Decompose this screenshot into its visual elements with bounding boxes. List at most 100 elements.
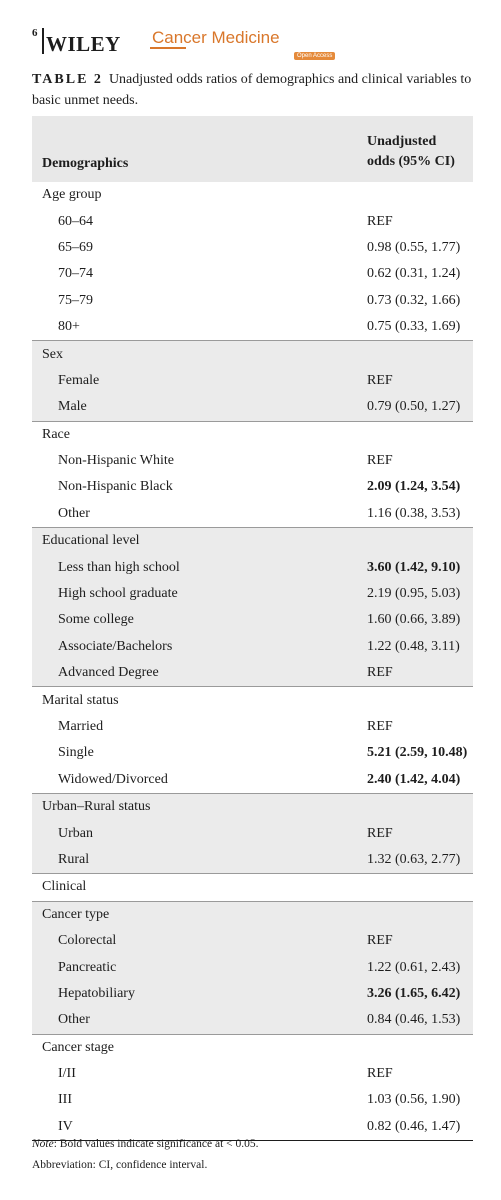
row-odds-value bbox=[367, 420, 473, 448]
table-row: Educational level bbox=[32, 527, 473, 555]
row-odds-value bbox=[367, 873, 473, 902]
row-odds-value: 0.98 (0.55, 1.77) bbox=[367, 239, 461, 255]
table-label: TABLE 2 bbox=[32, 72, 103, 87]
table-row: IV 0.82 (0.46, 1.47) bbox=[32, 1113, 473, 1142]
table-row: Other 0.84 (0.46, 1.53) bbox=[32, 1007, 473, 1034]
row-group-label: Clinical bbox=[32, 873, 367, 902]
column-header-demographics: Demographics bbox=[32, 116, 367, 182]
row-odds-value: REF bbox=[367, 719, 393, 734]
row-label: Colorectal bbox=[32, 927, 367, 955]
table-row: Race bbox=[32, 420, 473, 448]
row-odds-value: 1.22 (0.61, 2.43) bbox=[367, 954, 473, 981]
row-odds-value: 0.75 (0.33, 1.69) bbox=[367, 319, 461, 335]
row-label: 70–74 bbox=[58, 266, 93, 282]
row-odds-value bbox=[367, 1033, 473, 1061]
table-row: I/II REF bbox=[32, 1061, 473, 1087]
table-row: Hepatobiliary 3.26 (1.65, 6.42) bbox=[32, 980, 473, 1008]
table-row: Marital status bbox=[32, 686, 473, 714]
journal-logo-line bbox=[150, 47, 186, 49]
table-row: Associate/Bachelors 1.22 (0.48, 3.11) bbox=[32, 633, 473, 661]
row-odds-value: REF bbox=[367, 820, 473, 847]
row-odds-value: REF bbox=[367, 213, 393, 229]
odds-ratio-table: Demographics Unadjusted odds (95% CI) Ag… bbox=[32, 116, 473, 1142]
column-header-odds-line2: odds (95% CI) bbox=[367, 154, 455, 169]
row-group-label: Sex bbox=[32, 340, 367, 368]
table-row: Cancer stage bbox=[32, 1033, 473, 1061]
row-label: Urban bbox=[32, 820, 367, 847]
row-label: 80+ bbox=[58, 319, 80, 335]
table-row: 80+ 0.75 (0.33, 1.69) bbox=[32, 314, 473, 341]
publisher-logo: WILEY bbox=[46, 32, 121, 56]
table-caption-text: Unadjusted odds ratios of demographics a… bbox=[32, 72, 472, 108]
column-header-odds-line1: Unadjusted bbox=[367, 134, 437, 149]
row-label: High school graduate bbox=[32, 580, 367, 608]
significance-note: Note: Bold values indicate significance … bbox=[32, 1134, 472, 1155]
row-odds-value: 1.60 (0.66, 3.89) bbox=[367, 607, 473, 634]
row-odds-value bbox=[367, 792, 473, 821]
row-odds-value bbox=[367, 900, 473, 928]
table-row: Clinical bbox=[32, 873, 473, 902]
row-group-label: Educational level bbox=[32, 527, 367, 555]
row-label: Married bbox=[58, 719, 104, 734]
page-number: 6 bbox=[32, 27, 38, 39]
row-odds-value: 3.26 (1.65, 6.42) bbox=[367, 980, 473, 1008]
row-odds-value: 3.60 (1.42, 9.10) bbox=[367, 554, 473, 581]
table-row: Less than high school 3.60 (1.42, 9.10) bbox=[32, 554, 473, 581]
table-row: Sex bbox=[32, 340, 473, 368]
table-row: III 1.03 (0.56, 1.90) bbox=[32, 1087, 473, 1113]
table-row: Urban REF bbox=[32, 820, 473, 847]
row-label: 60–64 bbox=[58, 213, 93, 229]
row-odds-value: 5.21 (2.59, 10.48) bbox=[367, 745, 468, 761]
header-divider bbox=[42, 28, 44, 54]
note-label: Note bbox=[32, 1138, 54, 1150]
row-odds-value: REF bbox=[367, 660, 473, 687]
journal-title: Cancer Medicine bbox=[152, 28, 280, 47]
row-odds-value: 1.03 (0.56, 1.90) bbox=[367, 1092, 461, 1108]
row-group-label: Cancer stage bbox=[32, 1033, 367, 1061]
table-row: Female REF bbox=[32, 367, 473, 395]
table-row: Single 5.21 (2.59, 10.48) bbox=[32, 740, 473, 766]
row-label: Widowed/Divorced bbox=[58, 771, 168, 787]
table-row: Some college 1.60 (0.66, 3.89) bbox=[32, 607, 473, 634]
row-odds-value: 1.32 (0.63, 2.77) bbox=[367, 846, 473, 874]
row-odds-value: REF bbox=[367, 453, 393, 469]
table-row: Male 0.79 (0.50, 1.27) bbox=[32, 394, 473, 422]
row-odds-value: 1.22 (0.48, 3.11) bbox=[367, 633, 473, 661]
row-odds-value: 1.16 (0.38, 3.53) bbox=[367, 505, 461, 521]
table-row: Non-Hispanic White REF bbox=[32, 448, 473, 474]
table-body: Age group 60–64 REF 65–69 0.98 (0.55, 1.77) 7… bbox=[32, 182, 473, 1142]
table-row: Advanced Degree REF bbox=[32, 660, 473, 687]
row-group-label: Cancer type bbox=[32, 900, 367, 928]
table-row: 60–64 REF bbox=[32, 208, 473, 234]
table-caption: TABLE 2 Unadjusted odds ratios of demogra… bbox=[32, 69, 472, 111]
row-label: Less than high school bbox=[32, 554, 367, 581]
row-label: Non-Hispanic White bbox=[58, 453, 174, 469]
row-label: Other bbox=[32, 1007, 367, 1034]
row-odds-value bbox=[367, 340, 473, 368]
row-label: I/II bbox=[58, 1066, 76, 1082]
table-row: Cancer type bbox=[32, 900, 473, 928]
row-odds-value bbox=[367, 527, 473, 555]
table-row: Age group bbox=[32, 182, 473, 208]
row-label: Associate/Bachelors bbox=[32, 633, 367, 661]
row-label: Female bbox=[32, 367, 367, 395]
table-row: 75–79 0.73 (0.32, 1.66) bbox=[32, 288, 473, 314]
row-group-label: Race bbox=[32, 420, 367, 448]
table-row: Other 1.16 (0.38, 3.53) bbox=[32, 501, 473, 528]
column-header-odds: Unadjusted odds (95% CI) bbox=[367, 116, 473, 182]
table-header-row: Demographics Unadjusted odds (95% CI) bbox=[32, 116, 473, 182]
row-odds-value: 2.09 (1.24, 3.54) bbox=[367, 479, 461, 495]
row-label: Non-Hispanic Black bbox=[58, 479, 173, 495]
row-label: Other bbox=[58, 505, 90, 521]
row-odds-value: 0.73 (0.32, 1.66) bbox=[367, 292, 461, 308]
table-row: Rural 1.32 (0.63, 2.77) bbox=[32, 846, 473, 874]
row-label: Rural bbox=[32, 846, 367, 874]
row-odds-value bbox=[367, 686, 473, 714]
table-row: Married REF bbox=[32, 714, 473, 740]
row-label: Hepatobiliary bbox=[32, 980, 367, 1008]
table-row: Colorectal REF bbox=[32, 927, 473, 955]
row-odds-value: 0.79 (0.50, 1.27) bbox=[367, 394, 473, 422]
row-odds-value: 0.62 (0.31, 1.24) bbox=[367, 266, 461, 282]
row-group-label: Urban–Rural status bbox=[32, 792, 367, 821]
table-footnote: Note: Bold values indicate significance … bbox=[32, 1134, 472, 1176]
